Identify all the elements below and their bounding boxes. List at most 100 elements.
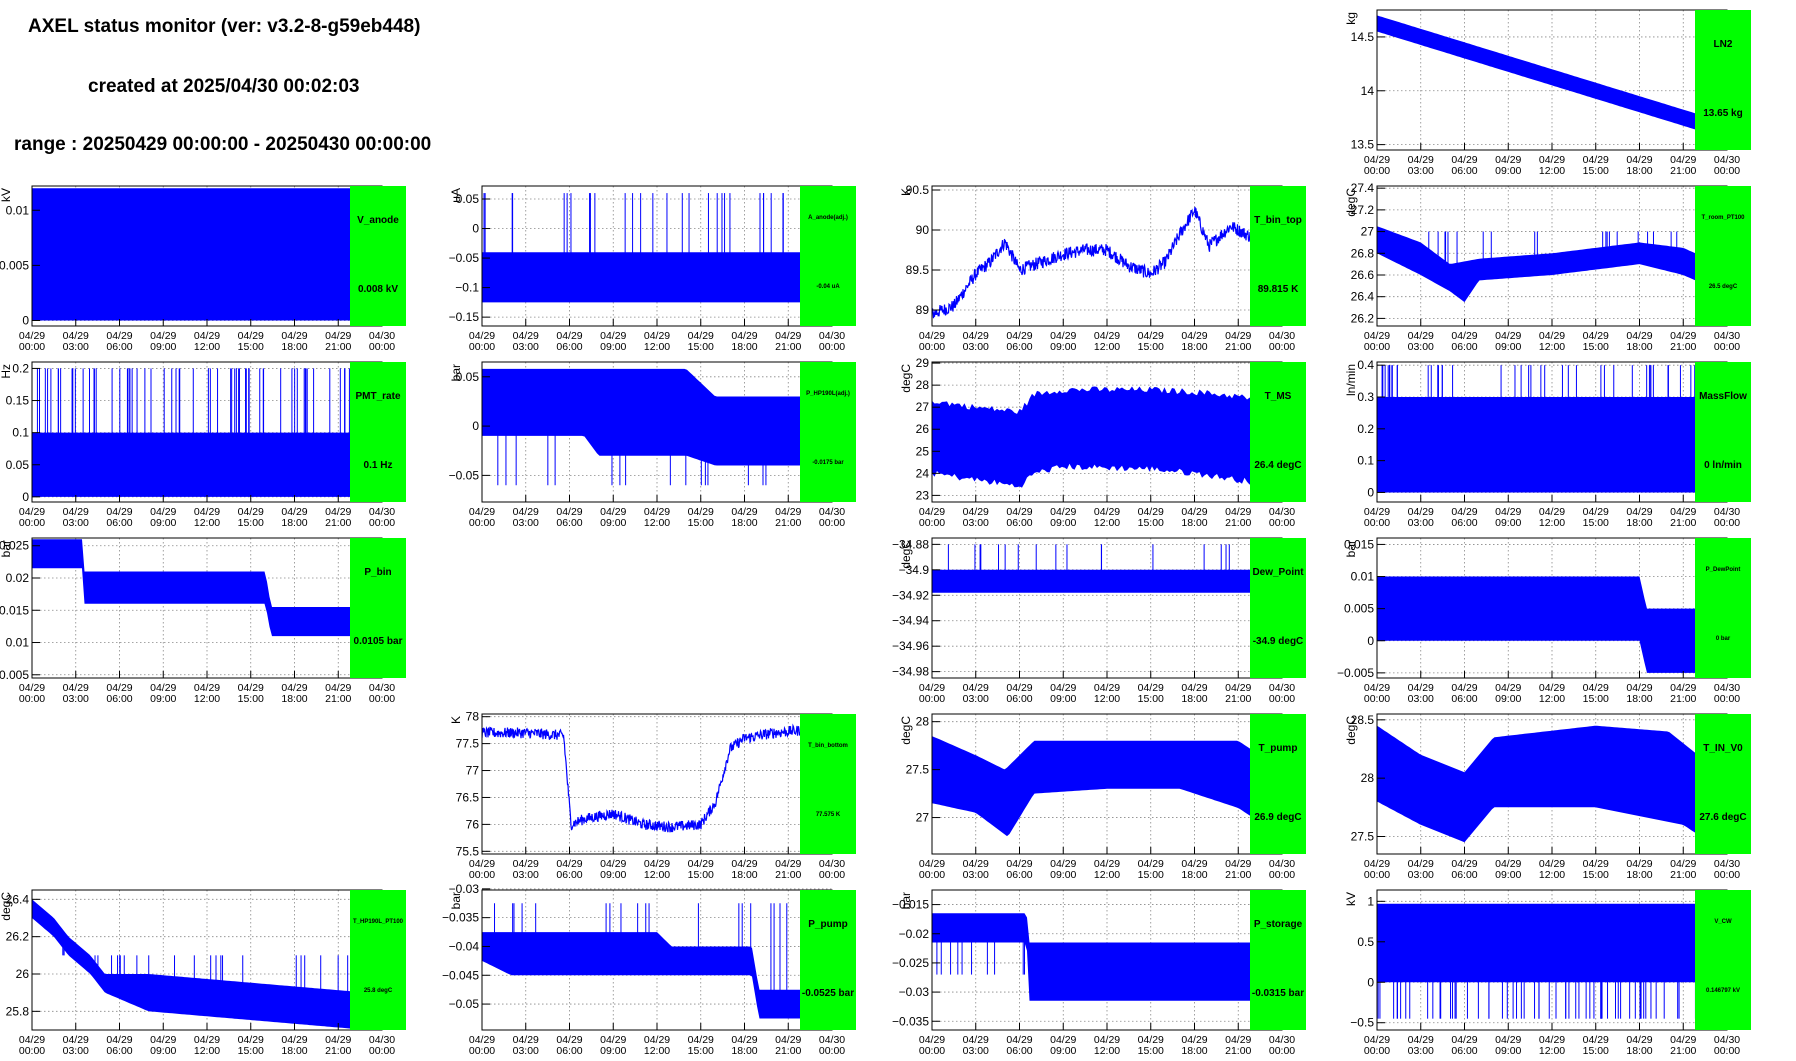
y-tick-label: 28.5 [1351,713,1375,727]
x-tick-time: 03:00 [513,517,539,529]
panel-p-hp190l: −0.05 0 0.05 bar 04/29 00:00 04/29 03:00 04/29 06… [449,358,890,529]
x-tick-time: 00:00 [919,869,945,881]
x-tick-time: 03:00 [513,341,539,353]
series-line [482,722,832,833]
x-tick-time: 00:00 [469,1045,495,1057]
x-tick-date: 04/29 [513,858,539,870]
x-tick-date: 04/29 [106,1034,132,1046]
x-tick-time: 21:00 [1225,693,1251,705]
x-tick-date: 04/29 [963,1034,989,1046]
y-tick-label: 89.5 [906,263,930,277]
x-tick-date: 04/29 [1670,682,1696,694]
x-tick-time: 00:00 [1364,869,1390,881]
chart-t-in-v0: 27.52828.5degC04/2900:0004/2903:0004/290… [1344,713,1740,881]
panel-a-anode: −0.15 −0.1 −0.05 0 0.05 uA 04/29 00:00 04/29 03:0… [449,182,890,353]
chart-p-pump: −0.05−0.045−0.04−0.035−0.03bar04/2900:00… [442,882,845,1057]
x-tick-date: 04/29 [1583,330,1609,342]
status-badge: T_HP190L_PT100 25.8 degC [350,890,406,1030]
x-tick-date: 04/29 [1670,330,1696,342]
y-tick-label: 26.4 [6,892,30,906]
x-tick-time: 12:00 [194,1045,220,1057]
x-tick-date: 04/29 [1626,1034,1652,1046]
badge-current-value: 26.4 degC [1254,460,1302,471]
x-tick-date: 04/29 [731,330,757,342]
x-tick-time: 09:00 [1495,341,1521,353]
x-tick-date: 04/30 [369,330,395,342]
x-tick-date: 04/29 [1050,1034,1076,1046]
x-tick-time: 12:00 [644,517,670,529]
x-tick-time: 00:00 [1714,869,1740,881]
x-tick-time: 12:00 [1539,869,1565,881]
y-tick-label: 26.6 [1351,268,1375,282]
y-tick-label: 0.015 [0,603,29,617]
x-tick-date: 04/29 [1583,1034,1609,1046]
x-tick-date: 04/30 [819,1034,845,1046]
y-tick-label: 0.01 [6,203,30,217]
x-tick-date: 04/30 [369,506,395,518]
chart-t-room-pt100: 26.226.426.626.82727.227.4degC04/2900:00… [1344,181,1740,353]
x-tick-date: 04/30 [1714,506,1740,518]
y-tick-label: 28 [1361,771,1375,785]
x-tick-time: 21:00 [1225,341,1251,353]
badge-current-value: 0.1 Hz [363,460,393,471]
x-tick-date: 04/29 [1670,858,1696,870]
y-tick-label: 77 [466,764,480,778]
x-tick-date: 04/29 [1181,682,1207,694]
x-tick-time: 15:00 [1583,869,1609,881]
x-tick-date: 04/30 [819,858,845,870]
x-tick-time: 12:00 [194,693,220,705]
x-tick-date: 04/29 [194,1034,220,1046]
x-tick-time: 06:00 [1451,869,1477,881]
x-tick-date: 04/29 [1539,506,1565,518]
y-tick-label: 14.5 [1351,30,1375,44]
y-tick-label: −0.04 [449,939,480,953]
x-tick-time: 06:00 [556,341,582,353]
x-tick-time: 06:00 [556,1045,582,1057]
x-tick-date: 04/29 [150,1034,176,1046]
y-axis-label: degC [899,364,913,393]
x-tick-time: 15:00 [688,341,714,353]
x-tick-time: 03:00 [1408,165,1434,177]
badge-current-value: -34.9 degC [1252,636,1304,647]
y-tick-label: 0 [472,222,479,236]
x-tick-date: 04/29 [556,330,582,342]
status-badge: A_anode(adj.) -0.04 uA [800,186,856,326]
x-tick-time: 00:00 [19,1045,45,1057]
x-tick-time: 18:00 [731,517,757,529]
x-tick-time: 12:00 [1094,341,1120,353]
series-t_room_pt100 [1377,226,1727,319]
y-tick-label: 77.5 [456,737,480,751]
status-badge: Dew_Point -34.9 degC [1250,538,1306,678]
x-tick-date: 04/29 [1626,506,1652,518]
y-tick-label: 27.2 [1351,203,1375,217]
x-tick-time: 00:00 [819,869,845,881]
y-tick-label: −0.1 [455,281,479,295]
x-tick-time: 00:00 [1714,165,1740,177]
x-tick-time: 03:00 [963,1045,989,1057]
x-tick-date: 04/29 [1364,330,1390,342]
badge-channel-name: MassFlow [1699,391,1747,402]
x-tick-date: 04/29 [731,506,757,518]
x-tick-time: 12:00 [644,1045,670,1057]
badge-channel-name: V_anode [357,215,399,226]
x-tick-time: 15:00 [238,517,264,529]
x-tick-date: 04/29 [1050,506,1076,518]
x-tick-time: 03:00 [963,869,989,881]
x-tick-date: 04/29 [644,1034,670,1046]
x-tick-date: 04/29 [238,330,264,342]
y-axis-label: Hz [0,364,13,379]
x-tick-date: 04/29 [919,506,945,518]
series-band [1377,226,1727,319]
x-tick-time: 00:00 [19,693,45,705]
series-ln2 [1377,15,1727,140]
badge-channel-name: Dew_Point [1252,567,1304,578]
y-tick-label: −0.015 [892,898,929,912]
chart-t-bin-top: 8989.59090.5K04/2900:0004/2903:0004/2906… [899,183,1295,353]
x-tick-time: 21:00 [1225,517,1251,529]
status-badge: LN2 13.65 kg [1695,10,1751,150]
x-tick-time: 09:00 [1050,693,1076,705]
x-tick-time: 15:00 [1138,1045,1164,1057]
y-tick-label: 25 [916,444,930,458]
series-pmt_rate [32,368,382,497]
x-tick-time: 09:00 [1495,165,1521,177]
